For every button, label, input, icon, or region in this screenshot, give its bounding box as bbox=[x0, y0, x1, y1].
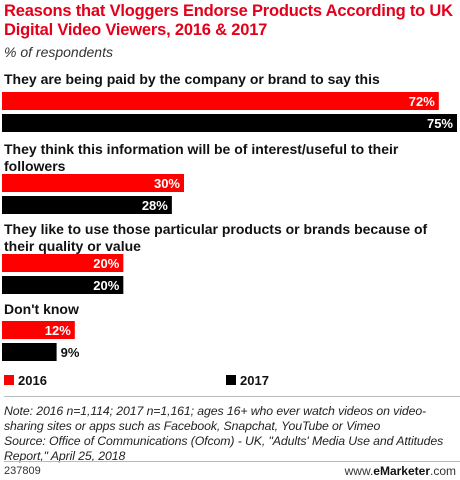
bar-2016 bbox=[2, 174, 184, 192]
note-text: Note: 2016 n=1,114; 2017 n=1,161; ages 1… bbox=[4, 404, 427, 433]
chart-title: Reasons that Vloggers Endorse Products A… bbox=[4, 2, 453, 39]
data-label: 72% bbox=[409, 94, 435, 109]
legend-label-2016: 2016 bbox=[18, 373, 47, 388]
bar-2016 bbox=[2, 254, 124, 272]
data-label: 30% bbox=[154, 176, 180, 191]
brand-logo: www.eMarketer.com bbox=[345, 464, 456, 478]
category-label: They think this information will be of i… bbox=[4, 141, 399, 174]
brand-name: eMarketer bbox=[373, 464, 430, 478]
legend-swatch-2016 bbox=[4, 375, 14, 385]
category-label: They are being paid by the company or br… bbox=[4, 71, 380, 87]
bar-2017 bbox=[2, 196, 172, 214]
chart-subtitle: % of respondents bbox=[4, 44, 113, 60]
brand-prefix: www. bbox=[344, 464, 374, 478]
legend-label-2017: 2017 bbox=[240, 373, 269, 388]
source-text: Source: Office of Communications (Ofcom)… bbox=[4, 434, 444, 463]
bar-2016 bbox=[2, 321, 75, 339]
brand-suffix: .com bbox=[429, 464, 456, 478]
bar-chart: They are being paid by the company or br… bbox=[2, 71, 457, 388]
bar-2016 bbox=[2, 92, 439, 110]
bar-2017 bbox=[2, 276, 124, 294]
divider-bottom bbox=[4, 461, 460, 462]
data-label: 20% bbox=[93, 278, 119, 293]
legend-swatch-2017 bbox=[226, 375, 236, 385]
category-label: Don't know bbox=[4, 301, 79, 317]
category-label: They like to use those particular produc… bbox=[4, 221, 428, 254]
bar-2017 bbox=[2, 114, 457, 132]
data-label: 28% bbox=[142, 198, 168, 213]
data-label: 75% bbox=[427, 116, 453, 131]
data-label: 9% bbox=[61, 345, 80, 360]
divider-top bbox=[4, 396, 460, 397]
chart-id: 237809 bbox=[4, 465, 41, 477]
chart-notes: Note: 2016 n=1,114; 2017 n=1,161; ages 1… bbox=[4, 404, 460, 464]
data-label: 20% bbox=[93, 256, 119, 271]
bar-2017 bbox=[2, 343, 57, 361]
data-label: 12% bbox=[45, 323, 71, 338]
